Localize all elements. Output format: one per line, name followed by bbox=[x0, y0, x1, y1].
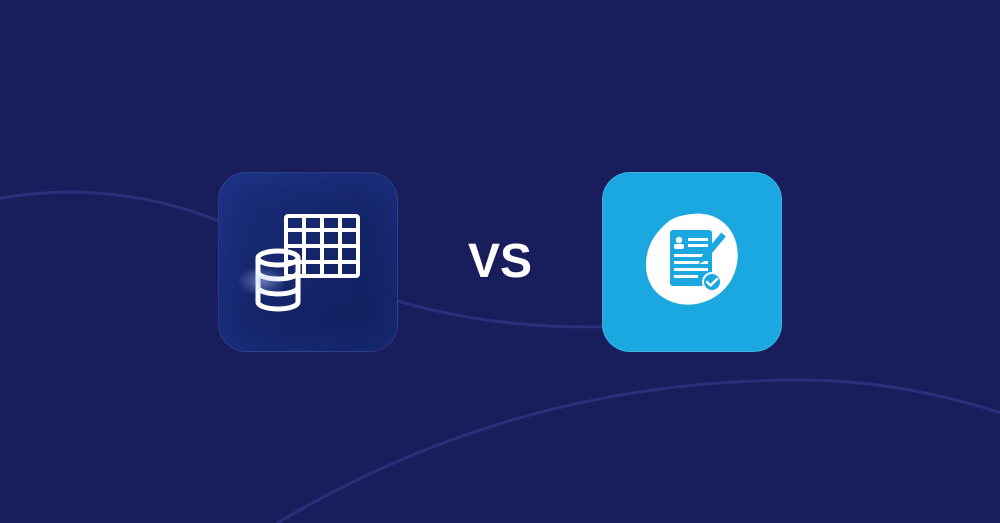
right-comparison-box bbox=[602, 172, 782, 352]
left-comparison-box bbox=[218, 172, 398, 352]
form-document-icon bbox=[632, 202, 752, 322]
comparison-container: VS bbox=[218, 172, 782, 352]
database-grid-icon bbox=[248, 202, 368, 322]
vs-text: VS bbox=[468, 234, 532, 289]
